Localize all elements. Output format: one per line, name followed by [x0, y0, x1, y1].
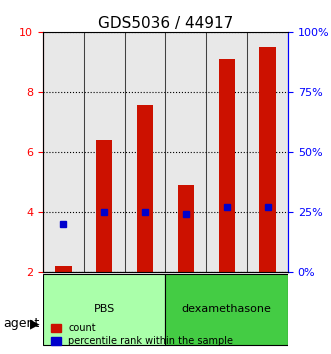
Bar [55, 266, 71, 272]
Bar [84, 32, 125, 272]
Bar [178, 185, 194, 272]
Bar [218, 59, 235, 272]
Bar [260, 47, 276, 272]
Text: ▶: ▶ [30, 318, 39, 330]
Bar [206, 32, 247, 272]
Bar [247, 32, 288, 272]
FancyBboxPatch shape [43, 274, 166, 345]
Text: GDS5036 / 44917: GDS5036 / 44917 [98, 16, 233, 31]
FancyBboxPatch shape [166, 274, 288, 345]
Text: dexamethasone: dexamethasone [182, 304, 272, 314]
Bar [166, 32, 206, 272]
Bar [125, 32, 166, 272]
Text: agent: agent [3, 318, 40, 330]
Bar [137, 105, 153, 272]
Bar [96, 140, 113, 272]
Text: PBS: PBS [94, 304, 115, 314]
Bar [43, 32, 84, 272]
Legend: count, percentile rank within the sample: count, percentile rank within the sample [48, 320, 236, 349]
